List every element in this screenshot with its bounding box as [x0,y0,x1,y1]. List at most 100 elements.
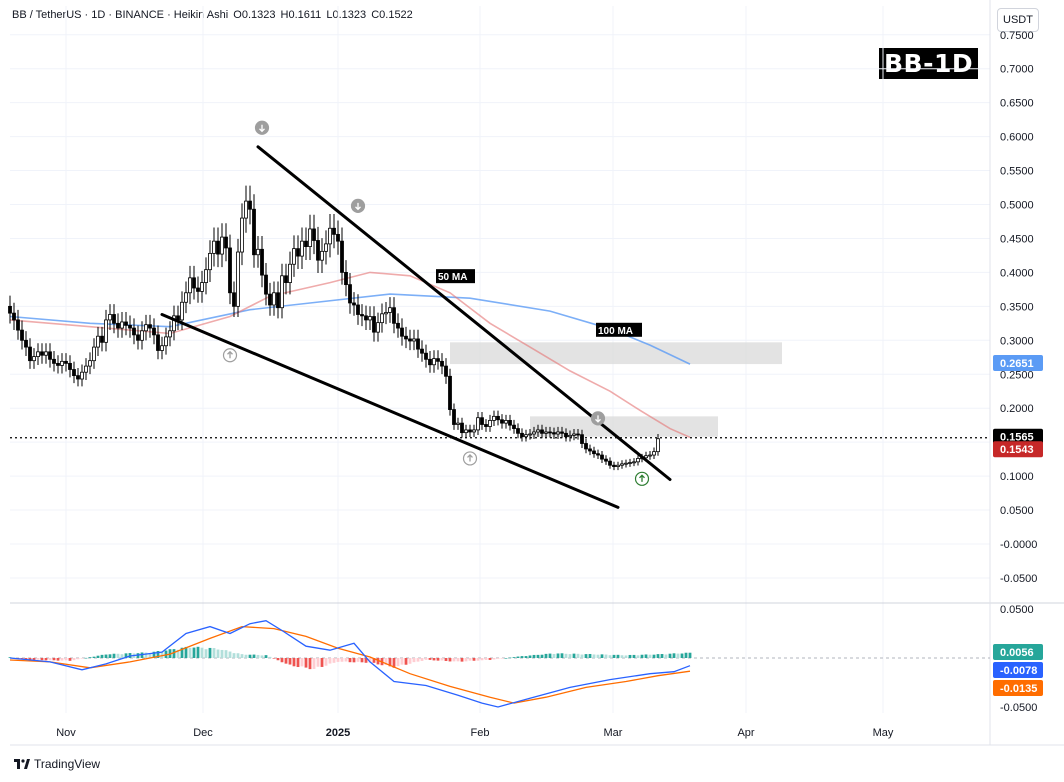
macd-histogram-bar [236,653,240,658]
candle-body [12,312,16,321]
macd-histogram-bar [460,658,464,662]
axes: 0.7500 0.7000 0.6500 0.6000 0.5500 0.5000 0.45… [56,30,1037,739]
candle-body [368,316,372,321]
candle [372,306,376,342]
candle [580,429,584,449]
macd-histogram-bar [216,649,220,658]
macd-histogram-bar [244,654,248,658]
candle [216,227,220,268]
macd-histogram-bar [572,653,576,658]
macd-histogram-bar [36,658,40,660]
candle [272,281,276,316]
candle [620,460,624,469]
candle-body [116,322,120,329]
macd-histogram-bar [508,657,512,659]
candle-body [436,358,440,362]
candle [396,313,400,338]
macd-histogram-bar [568,654,572,658]
macd-histogram-bar [556,653,560,658]
candle [116,313,120,338]
macd-histogram-bar [160,651,164,658]
candle-body [656,438,660,453]
candle [104,309,108,352]
y-axis-tick: 0.5500 [1000,166,1034,178]
candle [8,295,12,324]
x-axis-tick: Feb [471,727,490,739]
candle [576,429,580,440]
currency-button[interactable]: USDT [997,8,1039,32]
x-axis-tick: Dec [193,727,213,739]
macd-histogram-bar [60,658,64,661]
price-labels: 0.1565 0.2651 0.1543 0.0056 -0.0078 -0.0135 [993,354,1043,696]
x-axis-tick: May [873,727,894,739]
candle-body [604,458,608,462]
candle-body [396,322,400,329]
candle [600,451,604,463]
candle-body [384,312,388,315]
candle-body [380,313,384,324]
trendlines [10,145,990,509]
macd-histogram-bar [560,653,564,658]
candle [380,303,384,333]
candle [536,424,540,438]
candle-body [652,451,656,456]
macd-histogram-bar [196,646,200,658]
candle-body [560,431,564,434]
macd-histogram-bar [444,658,448,661]
candle [268,282,272,316]
candle-body [172,315,176,332]
candle [476,412,480,436]
macd-histogram-bar [124,653,128,658]
macd-signal-line [9,625,691,704]
candle-body [644,455,648,459]
macd-histogram-bar [212,648,216,658]
macd-histogram-bar [408,658,412,664]
macd-histogram-bar [652,654,656,658]
candle [160,336,164,360]
macd-histogram-bar [56,658,60,661]
candle [316,226,320,273]
macd-histogram-bar [260,655,264,658]
macd-histogram-bar [496,658,500,659]
candle-body [288,263,292,283]
candle [520,428,524,442]
candle [164,327,168,355]
candle [452,403,456,430]
macd-histogram-bar [596,654,600,658]
candle [204,257,208,295]
candle-body [484,424,488,427]
candle [224,223,228,262]
macd-histogram-bar [256,654,260,658]
candle-body [576,433,580,436]
candle-body [352,302,356,306]
candle [572,429,576,441]
candle-body [280,275,284,309]
candle-body [236,251,240,307]
ohlc-low: L0.1323 [326,9,367,21]
footer[interactable]: TradingView [14,757,100,771]
candle [120,311,124,338]
macd-histogram-bar [264,655,268,658]
candle [136,325,140,350]
macd-histogram-bar [52,658,56,661]
candle [212,227,216,267]
macd-histogram-bar [612,654,616,658]
macd-histogram-bar [468,658,472,661]
macd-histogram-bar [188,647,192,658]
candle [300,227,304,270]
candle [596,449,600,460]
candle [444,358,448,384]
candle [588,444,592,456]
candle [28,338,32,369]
macd-histogram-bar [372,658,376,663]
candle-body [168,330,172,338]
candle [432,350,436,373]
candle [12,302,16,331]
current-price-label: 0.1565 [1000,432,1034,444]
candle [516,423,520,439]
candle-body [228,247,232,294]
y-axis-tick: 0.7500 [1000,30,1034,42]
candle-body [476,417,480,431]
candle-body [520,432,524,438]
